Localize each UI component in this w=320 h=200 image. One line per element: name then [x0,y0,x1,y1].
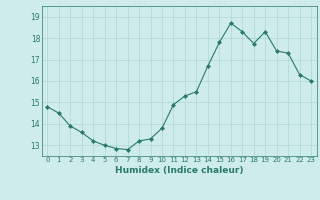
X-axis label: Humidex (Indice chaleur): Humidex (Indice chaleur) [115,166,244,175]
